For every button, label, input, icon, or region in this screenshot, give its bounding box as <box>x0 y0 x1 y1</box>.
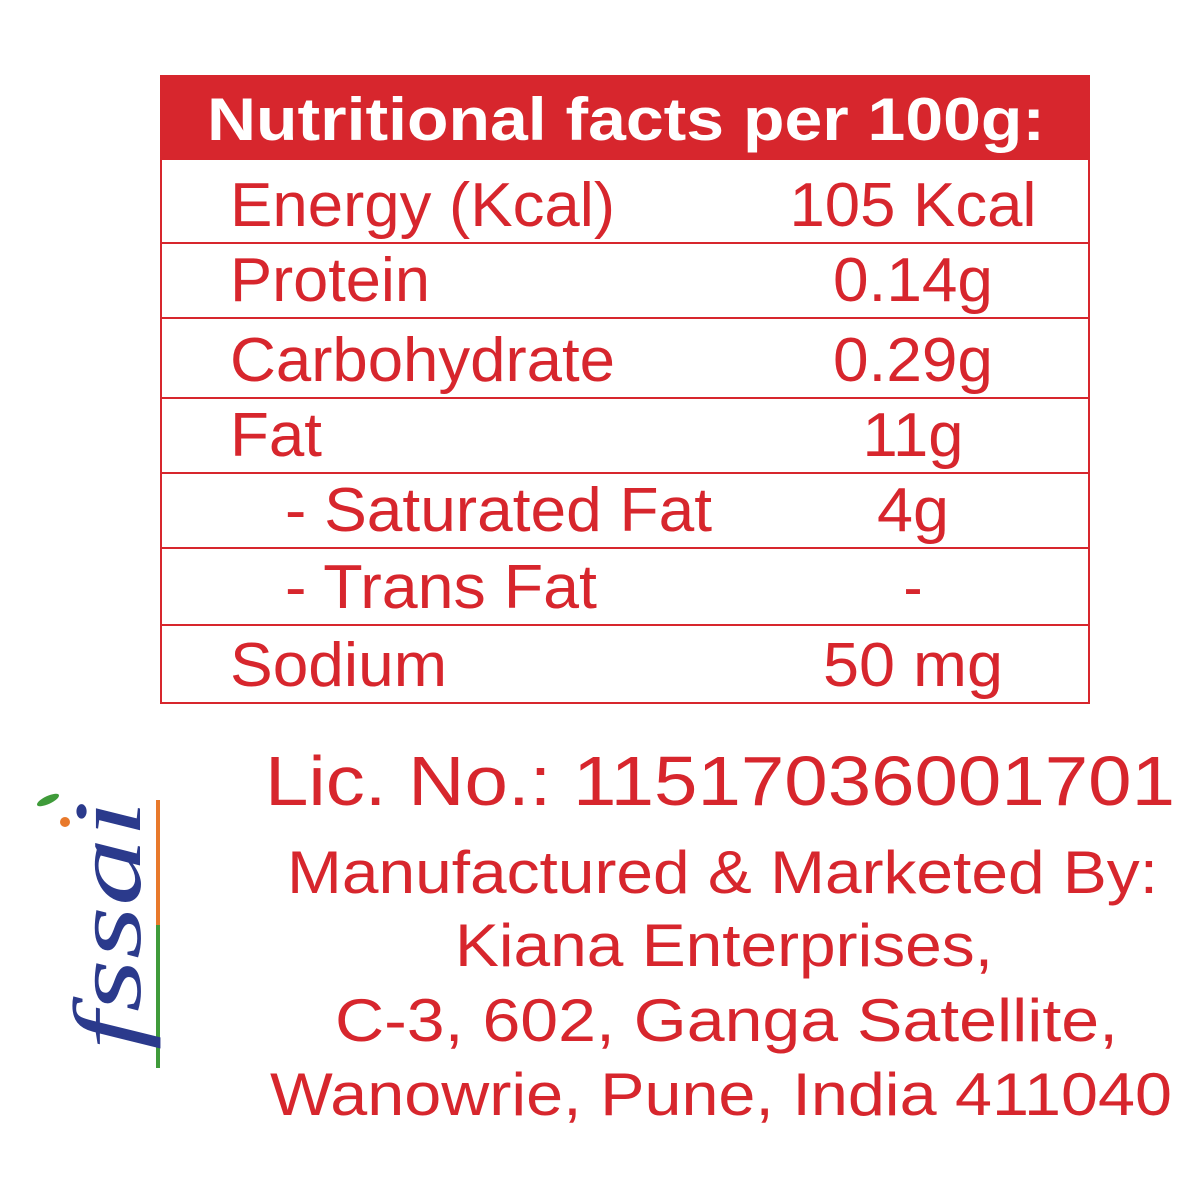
nutrient-value: 0.14g <box>833 246 993 315</box>
nutrient-value: 50 mg <box>823 631 1003 700</box>
table-rows: Energy (Kcal) 105 Kcal Protein 0.14g Carbohy… <box>161 171 1089 700</box>
address-line: Manufactured & Marketed By: <box>287 839 1158 906</box>
license-number: Lic. No.: 11517036001701 <box>265 742 1175 820</box>
table-title: Nutritional facts per 100g: <box>207 86 1045 153</box>
fssai-logo: fssai <box>36 793 161 1068</box>
nutrient-name: - Saturated Fat <box>285 476 712 545</box>
nutrient-name: - Trans Fat <box>285 553 597 622</box>
logo-text: fssai <box>54 800 161 1050</box>
nutrient-name: Sodium <box>230 631 447 700</box>
nutrient-value: - <box>904 553 923 622</box>
logo-leaf <box>36 793 60 807</box>
nutrient-value: 11g <box>863 401 964 470</box>
nutrient-name: Fat <box>230 401 322 470</box>
nutrient-value: 0.29g <box>833 326 993 395</box>
logo-dot <box>60 817 70 827</box>
nutrient-name: Protein <box>230 246 430 315</box>
nutrient-name: Carbohydrate <box>230 326 615 395</box>
nutrient-value: 105 Kcal <box>790 171 1037 240</box>
table-header-band <box>161 76 1089 160</box>
nutrient-name: Energy (Kcal) <box>230 171 615 240</box>
nutrient-value: 4g <box>877 476 949 545</box>
address-line: Kiana Enterprises, <box>455 912 993 979</box>
address-line: Wanowrie, Pune, India 411040 <box>270 1061 1172 1128</box>
address-line: C-3, 602, Ganga Satellite, <box>335 987 1118 1054</box>
